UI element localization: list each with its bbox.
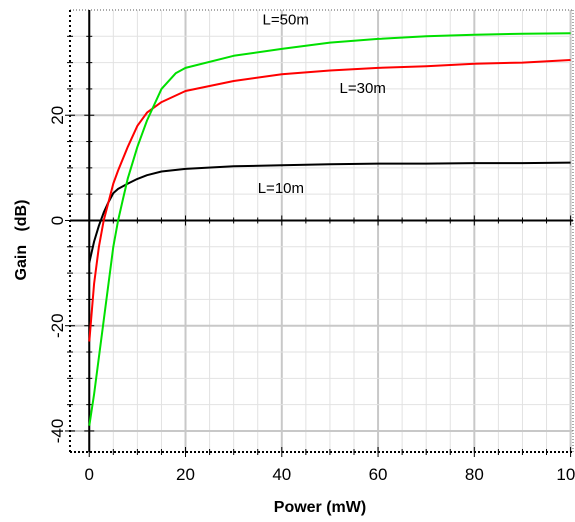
annotation-label: L=30m bbox=[340, 80, 386, 97]
x-tick-label: 20 bbox=[176, 465, 195, 484]
annotation-label: L=50m bbox=[263, 12, 309, 29]
y-tick-label: 20 bbox=[48, 106, 67, 125]
x-tick-label: 40 bbox=[272, 465, 291, 484]
x-axis-title: Power (mW) bbox=[274, 499, 366, 516]
series-lines bbox=[88, 32, 571, 426]
grid bbox=[70, 10, 573, 452]
series-line-l-10m bbox=[88, 161, 571, 263]
x-tick-label: 100 bbox=[556, 465, 575, 484]
series-line-l-30m bbox=[88, 59, 571, 342]
y-tick-label: -40 bbox=[48, 419, 67, 444]
annotations: L=50m L=30m L=10m bbox=[258, 12, 386, 197]
axes bbox=[65, 9, 574, 457]
y-tick-label: 0 bbox=[48, 216, 67, 225]
series-line-l-50m bbox=[88, 32, 571, 426]
x-tick-label: 80 bbox=[465, 465, 484, 484]
annotation-label: L=10m bbox=[258, 180, 304, 197]
x-tick-label: 0 bbox=[85, 465, 94, 484]
x-tick-label: 60 bbox=[369, 465, 388, 484]
tick-labels: 0 20 40 60 80 100 -40 -20 0 20 bbox=[48, 106, 575, 484]
y-tick-label: -20 bbox=[48, 313, 67, 338]
y-axis-title: Gain (dB) bbox=[13, 200, 30, 281]
